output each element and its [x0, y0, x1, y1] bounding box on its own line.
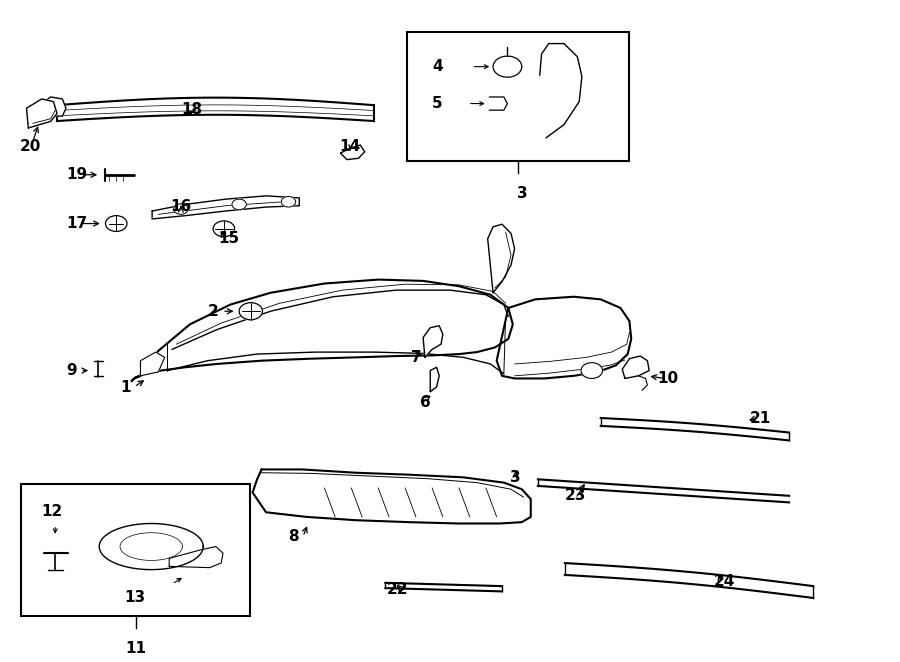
Polygon shape: [430, 367, 439, 392]
Text: 3: 3: [510, 469, 521, 485]
Circle shape: [213, 221, 235, 237]
Polygon shape: [497, 297, 631, 379]
Polygon shape: [169, 547, 223, 567]
Circle shape: [105, 216, 127, 232]
Polygon shape: [26, 99, 57, 128]
Text: 23: 23: [565, 488, 586, 503]
Text: 24: 24: [714, 574, 735, 589]
Text: 6: 6: [420, 395, 431, 410]
Text: 20: 20: [20, 138, 40, 154]
Circle shape: [174, 204, 188, 214]
Text: 10: 10: [658, 371, 679, 386]
Polygon shape: [622, 356, 649, 379]
Text: 11: 11: [125, 641, 146, 656]
Circle shape: [581, 363, 602, 379]
Text: 2: 2: [208, 304, 219, 318]
Text: 8: 8: [289, 529, 299, 544]
Polygon shape: [253, 469, 531, 524]
Text: 16: 16: [170, 199, 192, 214]
Polygon shape: [423, 326, 443, 357]
Text: 18: 18: [181, 101, 202, 117]
Polygon shape: [488, 224, 515, 293]
Text: 1: 1: [120, 379, 130, 395]
Text: 4: 4: [432, 59, 443, 74]
Circle shape: [493, 56, 522, 77]
Text: 19: 19: [66, 167, 87, 182]
Polygon shape: [152, 196, 300, 219]
Polygon shape: [542, 44, 582, 138]
Polygon shape: [131, 279, 513, 381]
Polygon shape: [140, 352, 165, 376]
Circle shape: [282, 197, 296, 207]
Circle shape: [232, 199, 247, 210]
Text: 21: 21: [750, 410, 771, 426]
Bar: [407, 32, 629, 161]
Polygon shape: [99, 524, 203, 569]
Text: 5: 5: [432, 96, 443, 111]
Bar: [21, 484, 250, 616]
Text: 14: 14: [339, 138, 360, 154]
Text: 17: 17: [66, 216, 87, 231]
Circle shape: [239, 303, 263, 320]
Polygon shape: [37, 97, 66, 116]
Text: 7: 7: [410, 350, 421, 365]
Text: 15: 15: [218, 231, 239, 246]
Text: 12: 12: [40, 504, 62, 519]
Text: 3: 3: [518, 186, 528, 201]
Text: 22: 22: [387, 582, 409, 597]
Text: 9: 9: [66, 363, 77, 378]
Text: 13: 13: [124, 590, 146, 605]
Polygon shape: [340, 145, 364, 160]
